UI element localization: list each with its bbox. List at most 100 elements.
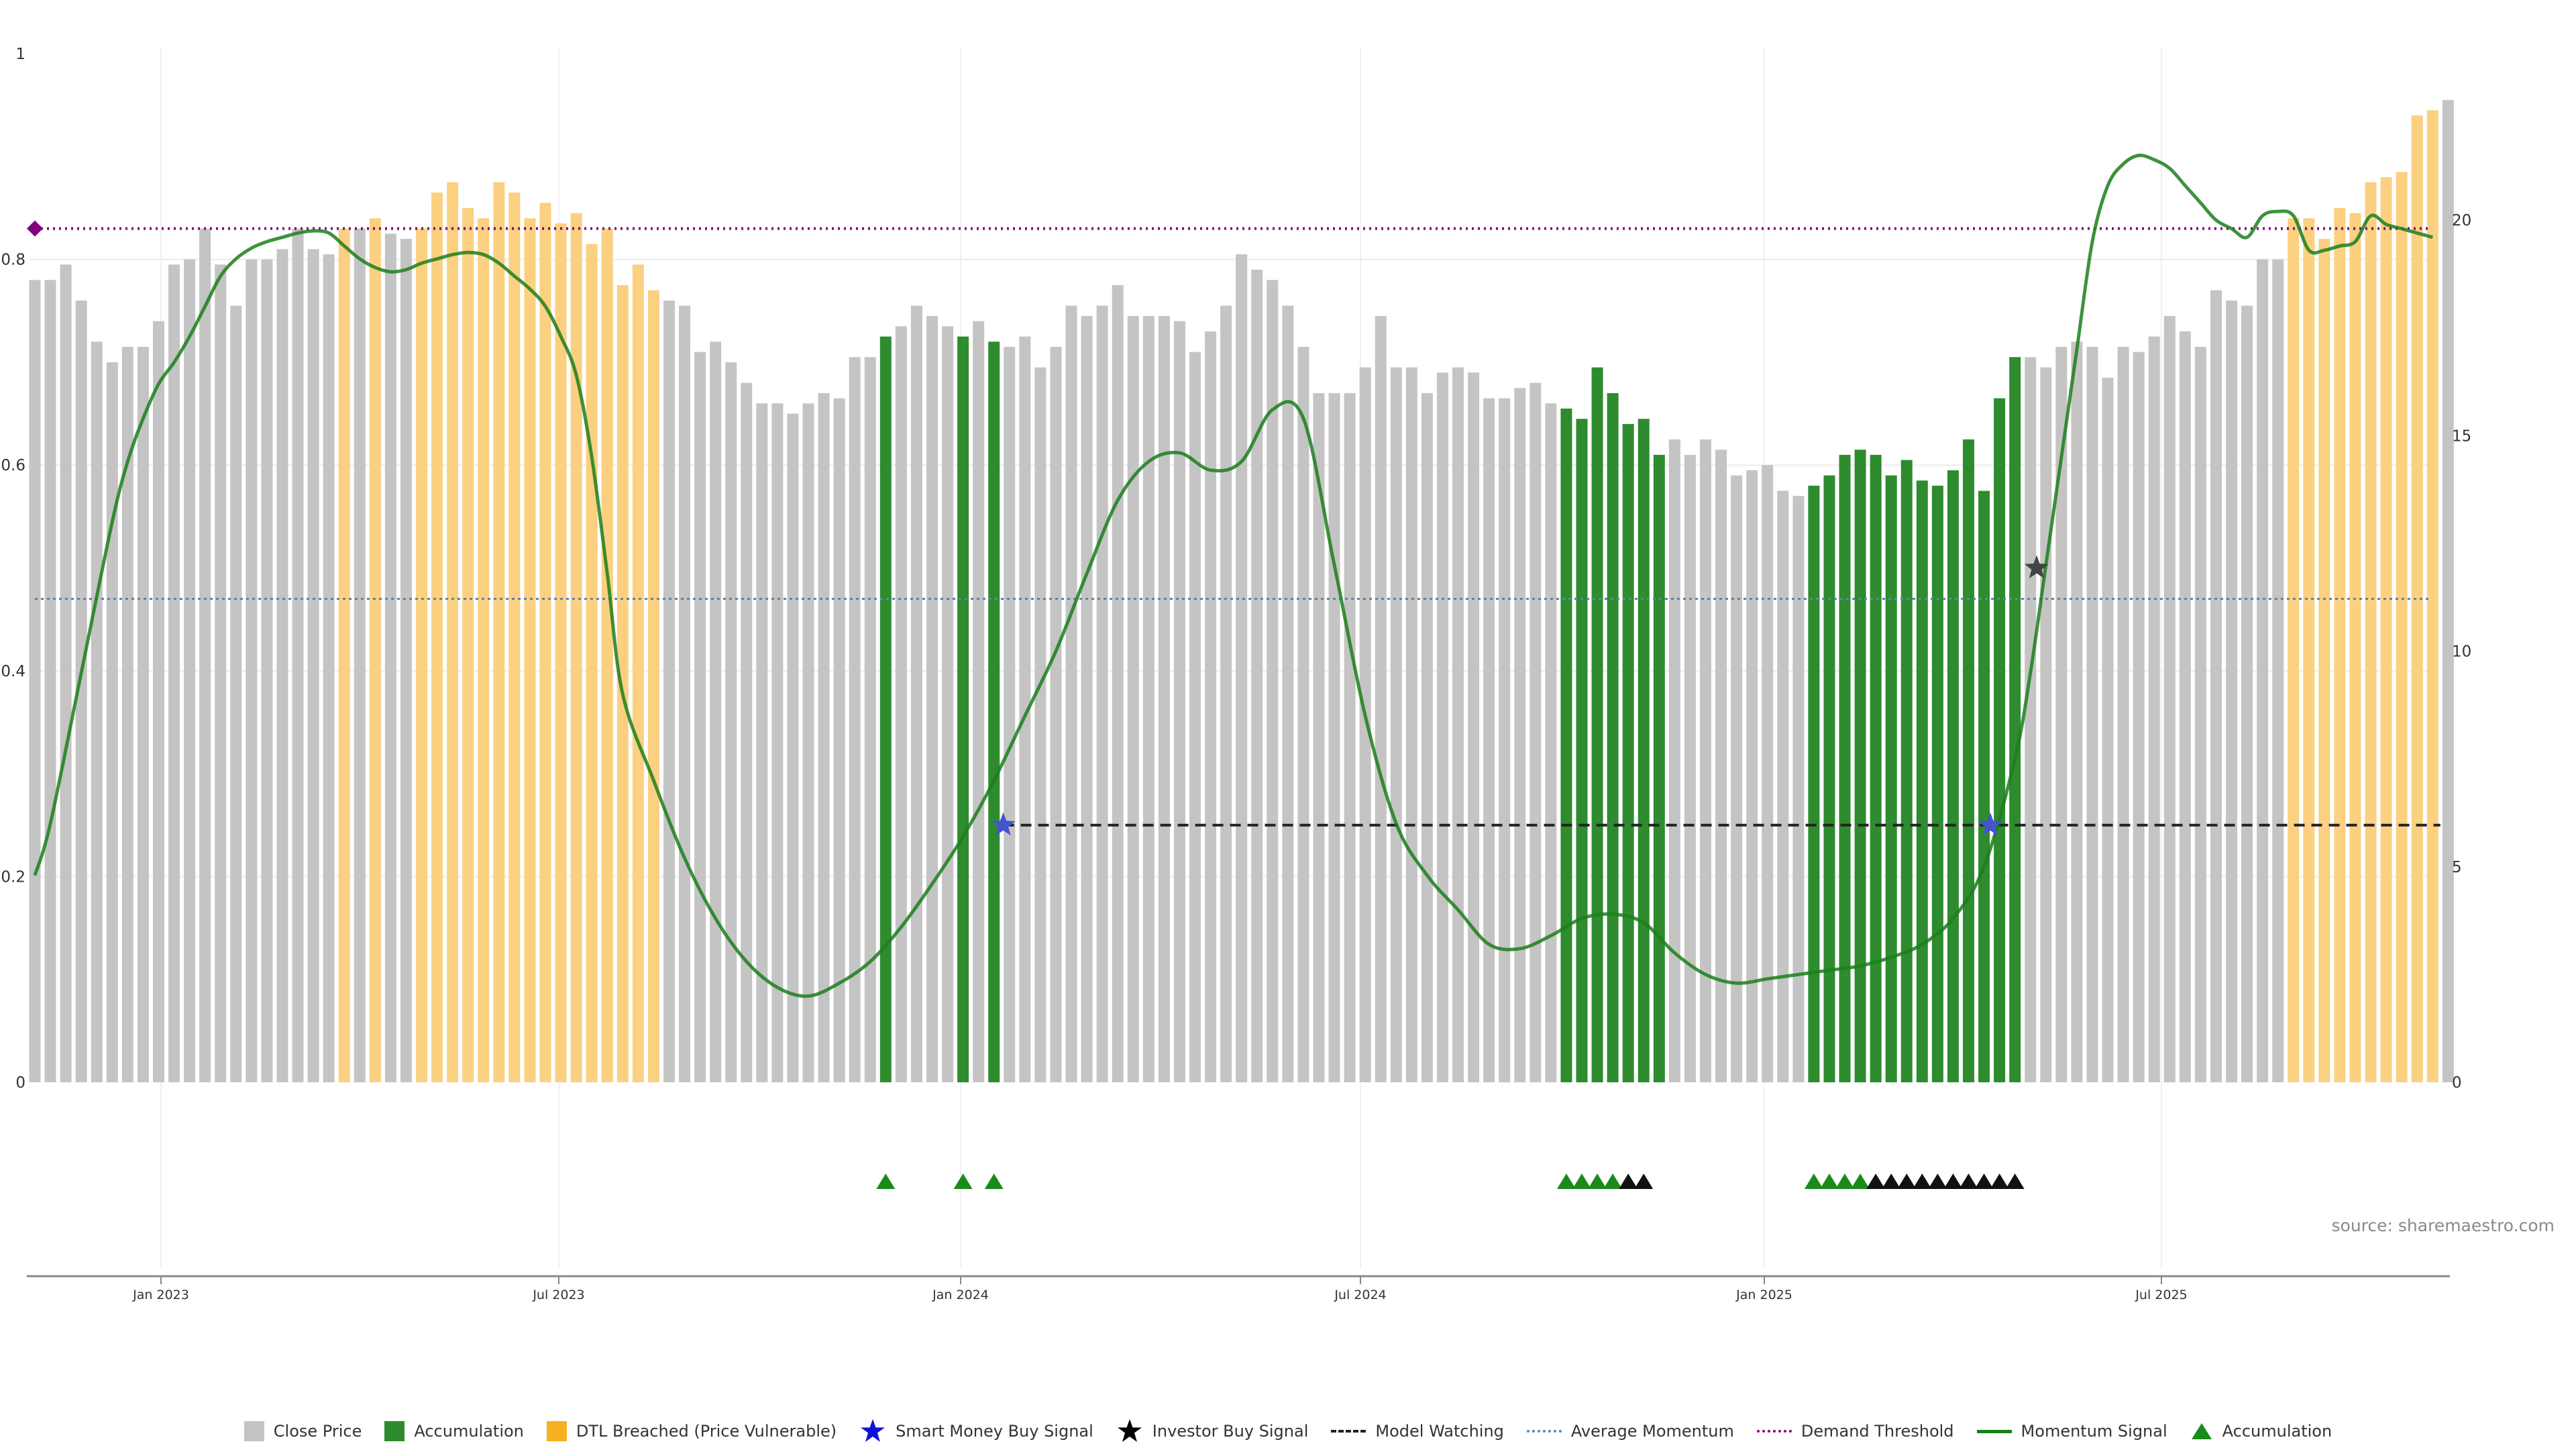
x-axis-tick-label: Jan 2025 xyxy=(1735,1288,1792,1302)
right-axis-tick-label: 20 xyxy=(2452,212,2471,229)
close-price-bar xyxy=(2133,352,2145,1082)
close-price-bar xyxy=(2210,290,2222,1083)
close-price-bar xyxy=(1112,284,1124,1082)
accumulation-bar xyxy=(1900,460,1913,1082)
close-price-bar xyxy=(292,228,304,1082)
close-price-bar xyxy=(75,300,87,1082)
accumulation-triangle-black xyxy=(1897,1174,1917,1189)
close-price-bar xyxy=(1034,367,1046,1083)
close-price-bar xyxy=(2272,259,2284,1083)
legend-label: Smart Money Buy Signal xyxy=(896,1422,1093,1441)
dtl-breached-bar xyxy=(647,290,659,1083)
close-price-bar xyxy=(1514,388,1526,1082)
x-axis-tick-label: Jan 2023 xyxy=(132,1288,189,1302)
accumulation-triangle-black xyxy=(1913,1174,1932,1189)
accumulation-bar xyxy=(1560,408,1572,1082)
dotted-purple-swatch xyxy=(1756,1430,1792,1433)
accumulation-triangle-black xyxy=(1974,1174,1994,1189)
dotted-line-swatch xyxy=(1526,1430,1562,1433)
dtl-breached-bar xyxy=(2334,207,2346,1083)
close-price-bar xyxy=(60,264,72,1082)
close-price-bar xyxy=(833,398,845,1082)
accumulation-bar xyxy=(1823,475,1835,1082)
accumulation-swatch xyxy=(384,1421,405,1441)
close-price-bar xyxy=(137,346,149,1082)
left-axis-tick-label: 0.6 xyxy=(1,457,25,474)
close-price-bar xyxy=(1142,315,1155,1082)
accumulation-triangle xyxy=(953,1174,973,1189)
accumulation-bar xyxy=(957,336,969,1083)
legend-label: Accumulation xyxy=(2222,1422,2332,1441)
close-price-bar xyxy=(44,280,56,1082)
close-price-bar xyxy=(2163,315,2176,1082)
close-price-bar xyxy=(1359,367,1371,1083)
close-price-bar xyxy=(2179,331,2191,1082)
black-star-icon xyxy=(1117,1419,1142,1442)
close-price-bar xyxy=(1267,280,1279,1082)
accumulation-triangle-black xyxy=(2005,1174,2025,1189)
close-price-bar xyxy=(1220,305,1232,1083)
legend-label: Average Momentum xyxy=(1570,1422,1734,1441)
close-price-bar xyxy=(2241,305,2253,1083)
accumulation-bar xyxy=(1870,454,1882,1082)
close-price-bar xyxy=(168,264,180,1082)
close-price-bar xyxy=(1127,315,1139,1082)
close-price-bar xyxy=(1762,465,1774,1082)
dtl-breached-bar xyxy=(462,207,474,1083)
close-price-bar xyxy=(1452,367,1464,1083)
close-price-bar xyxy=(679,305,691,1083)
close-price-bar xyxy=(1205,331,1217,1082)
close-price-bar xyxy=(121,346,133,1082)
close-price-bar xyxy=(1421,393,1433,1082)
accumulation-bar xyxy=(2009,357,2021,1082)
close-price-bar xyxy=(787,413,799,1082)
accumulation-bar xyxy=(1607,393,1619,1082)
source-credit: source: sharemaestro.com xyxy=(2331,1216,2555,1235)
dtl-breached-bar xyxy=(555,223,567,1082)
close-price-bar xyxy=(246,259,258,1083)
dtl-breached-bar xyxy=(2411,115,2423,1083)
close-price-bar xyxy=(1050,346,1062,1082)
close-price-bar xyxy=(849,357,861,1082)
dtl-breached-bar xyxy=(369,218,381,1082)
accumulation-bar xyxy=(1994,398,2006,1082)
accumulation-triangle xyxy=(1835,1174,1855,1189)
close-price-bar xyxy=(2086,346,2098,1082)
accumulation-triangle-black xyxy=(1866,1174,1886,1189)
x-axis-tick-label: Jan 2024 xyxy=(932,1288,989,1302)
accumulation-triangle-black xyxy=(1959,1174,1978,1189)
close-price-bar xyxy=(663,300,675,1082)
smart-money-star xyxy=(991,812,1016,836)
demand-threshold-marker xyxy=(27,220,43,237)
dtl-breached-bar xyxy=(524,218,536,1082)
close-price-bar xyxy=(2071,342,2083,1082)
close-price-bar xyxy=(307,249,319,1082)
close-price-bar xyxy=(1158,315,1170,1082)
legend-label: DTL Breached (Price Vulnerable) xyxy=(576,1422,837,1441)
accumulation-bar xyxy=(1839,454,1851,1082)
dtl-breached-bar xyxy=(2288,218,2300,1082)
accumulation-triangle-black xyxy=(1882,1174,1901,1189)
close-price-bar xyxy=(400,238,412,1083)
close-price-bar xyxy=(29,280,41,1082)
close-price-bar xyxy=(354,228,366,1082)
close-price-bar xyxy=(1529,382,1542,1082)
accumulation-bar xyxy=(1947,470,1959,1082)
dtl-breached-bar xyxy=(431,192,443,1083)
close-price-bar xyxy=(261,259,273,1083)
momentum-signal-line xyxy=(33,153,2433,998)
dtl-breached-bar xyxy=(601,228,613,1082)
close-price-bar xyxy=(2257,259,2269,1083)
accumulation-bar xyxy=(879,336,892,1083)
accumulation-triangle xyxy=(1603,1174,1623,1189)
chart-legend: Close Price Accumulation DTL Breached (P… xyxy=(0,1414,2576,1448)
legend-label: Momentum Signal xyxy=(2021,1422,2167,1441)
accumulation-triangle xyxy=(1851,1174,1870,1189)
close-price-bar xyxy=(276,249,288,1082)
dtl-breached-bar xyxy=(632,264,644,1082)
blue-star-icon xyxy=(861,1419,885,1442)
close-price-swatch xyxy=(244,1421,264,1441)
dtl-breached-bar xyxy=(539,203,551,1082)
close-price-bar xyxy=(1499,398,1511,1082)
